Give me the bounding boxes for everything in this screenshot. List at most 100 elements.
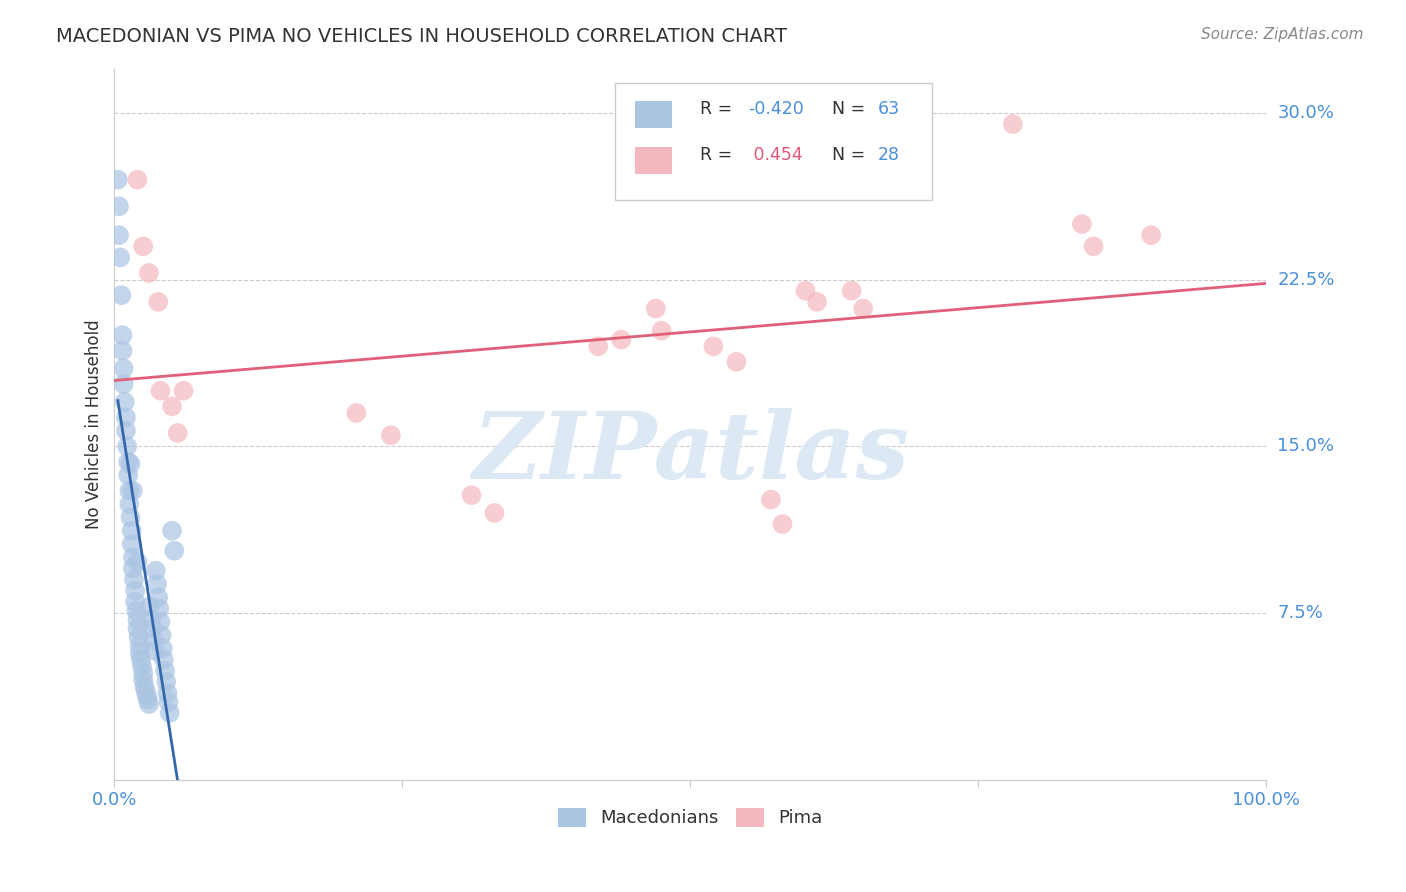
- Point: [112, 377, 135, 392]
- Point: [112, 361, 135, 376]
- Point: [121, 483, 143, 498]
- Text: R =: R =: [700, 100, 737, 118]
- Point: [173, 384, 195, 398]
- Point: [146, 577, 169, 591]
- Point: [128, 631, 150, 645]
- Point: [124, 583, 146, 598]
- Point: [644, 301, 666, 316]
- Point: [148, 591, 170, 605]
- Point: [484, 506, 506, 520]
- Point: [128, 640, 150, 654]
- Text: 7.5%: 7.5%: [1278, 604, 1323, 622]
- Point: [132, 239, 155, 253]
- Text: R =: R =: [700, 146, 742, 164]
- Point: [702, 339, 724, 353]
- Point: [141, 622, 163, 636]
- Point: [127, 172, 149, 186]
- Point: [138, 266, 160, 280]
- Point: [1140, 228, 1163, 243]
- Point: [124, 595, 146, 609]
- Point: [115, 424, 138, 438]
- Point: [806, 294, 828, 309]
- Point: [132, 673, 155, 687]
- FancyBboxPatch shape: [636, 147, 672, 175]
- Point: [148, 601, 170, 615]
- Point: [131, 659, 153, 673]
- Text: Source: ZipAtlas.com: Source: ZipAtlas.com: [1201, 27, 1364, 42]
- Point: [118, 483, 141, 498]
- Point: [121, 550, 143, 565]
- Point: [138, 697, 160, 711]
- Point: [120, 510, 142, 524]
- Text: MACEDONIAN VS PIMA NO VEHICLES IN HOUSEHOLD CORRELATION CHART: MACEDONIAN VS PIMA NO VEHICLES IN HOUSEH…: [56, 27, 787, 45]
- Point: [153, 664, 176, 678]
- Point: [135, 688, 157, 702]
- Point: [139, 599, 162, 614]
- Point: [344, 406, 367, 420]
- Point: [148, 294, 170, 309]
- Legend: Macedonians, Pima: Macedonians, Pima: [551, 801, 830, 835]
- Point: [772, 517, 794, 532]
- Point: [153, 652, 176, 666]
- Point: [117, 455, 139, 469]
- FancyBboxPatch shape: [636, 101, 672, 128]
- Point: [129, 652, 152, 666]
- Point: [121, 561, 143, 575]
- Point: [586, 339, 609, 353]
- Point: [127, 613, 149, 627]
- Point: [141, 613, 163, 627]
- Point: [128, 646, 150, 660]
- Point: [460, 488, 482, 502]
- Point: [107, 172, 129, 186]
- Y-axis label: No Vehicles in Household: No Vehicles in Household: [86, 319, 103, 529]
- Point: [115, 439, 138, 453]
- Point: [142, 632, 165, 647]
- FancyBboxPatch shape: [616, 83, 932, 200]
- Text: 0.454: 0.454: [748, 146, 803, 164]
- Point: [380, 428, 402, 442]
- Point: [166, 425, 188, 440]
- Point: [134, 679, 156, 693]
- Point: [122, 573, 145, 587]
- Point: [120, 457, 142, 471]
- Point: [651, 324, 673, 338]
- Point: [111, 343, 134, 358]
- Point: [149, 615, 172, 629]
- Point: [1083, 239, 1105, 253]
- Point: [841, 284, 863, 298]
- Point: [132, 665, 155, 680]
- Point: [794, 284, 817, 298]
- Point: [117, 468, 139, 483]
- Point: [163, 543, 186, 558]
- Point: [152, 641, 174, 656]
- Text: 22.5%: 22.5%: [1278, 270, 1334, 289]
- Point: [108, 251, 131, 265]
- Point: [125, 604, 148, 618]
- Point: [1001, 117, 1024, 131]
- Point: [155, 674, 177, 689]
- Point: [159, 706, 181, 720]
- Point: [1071, 217, 1094, 231]
- Point: [110, 288, 132, 302]
- Point: [114, 394, 136, 409]
- Text: 63: 63: [879, 100, 900, 118]
- Point: [759, 492, 782, 507]
- Point: [127, 555, 149, 569]
- Text: N =: N =: [832, 100, 870, 118]
- Point: [121, 537, 143, 551]
- Point: [725, 355, 748, 369]
- Point: [160, 524, 183, 538]
- Point: [111, 328, 134, 343]
- Point: [852, 301, 875, 316]
- Point: [115, 410, 138, 425]
- Point: [108, 228, 131, 243]
- Text: 15.0%: 15.0%: [1278, 437, 1334, 455]
- Point: [136, 692, 159, 706]
- Point: [121, 524, 143, 538]
- Point: [145, 564, 167, 578]
- Point: [143, 644, 166, 658]
- Point: [160, 399, 183, 413]
- Point: [127, 622, 149, 636]
- Text: 28: 28: [879, 146, 900, 164]
- Point: [134, 683, 156, 698]
